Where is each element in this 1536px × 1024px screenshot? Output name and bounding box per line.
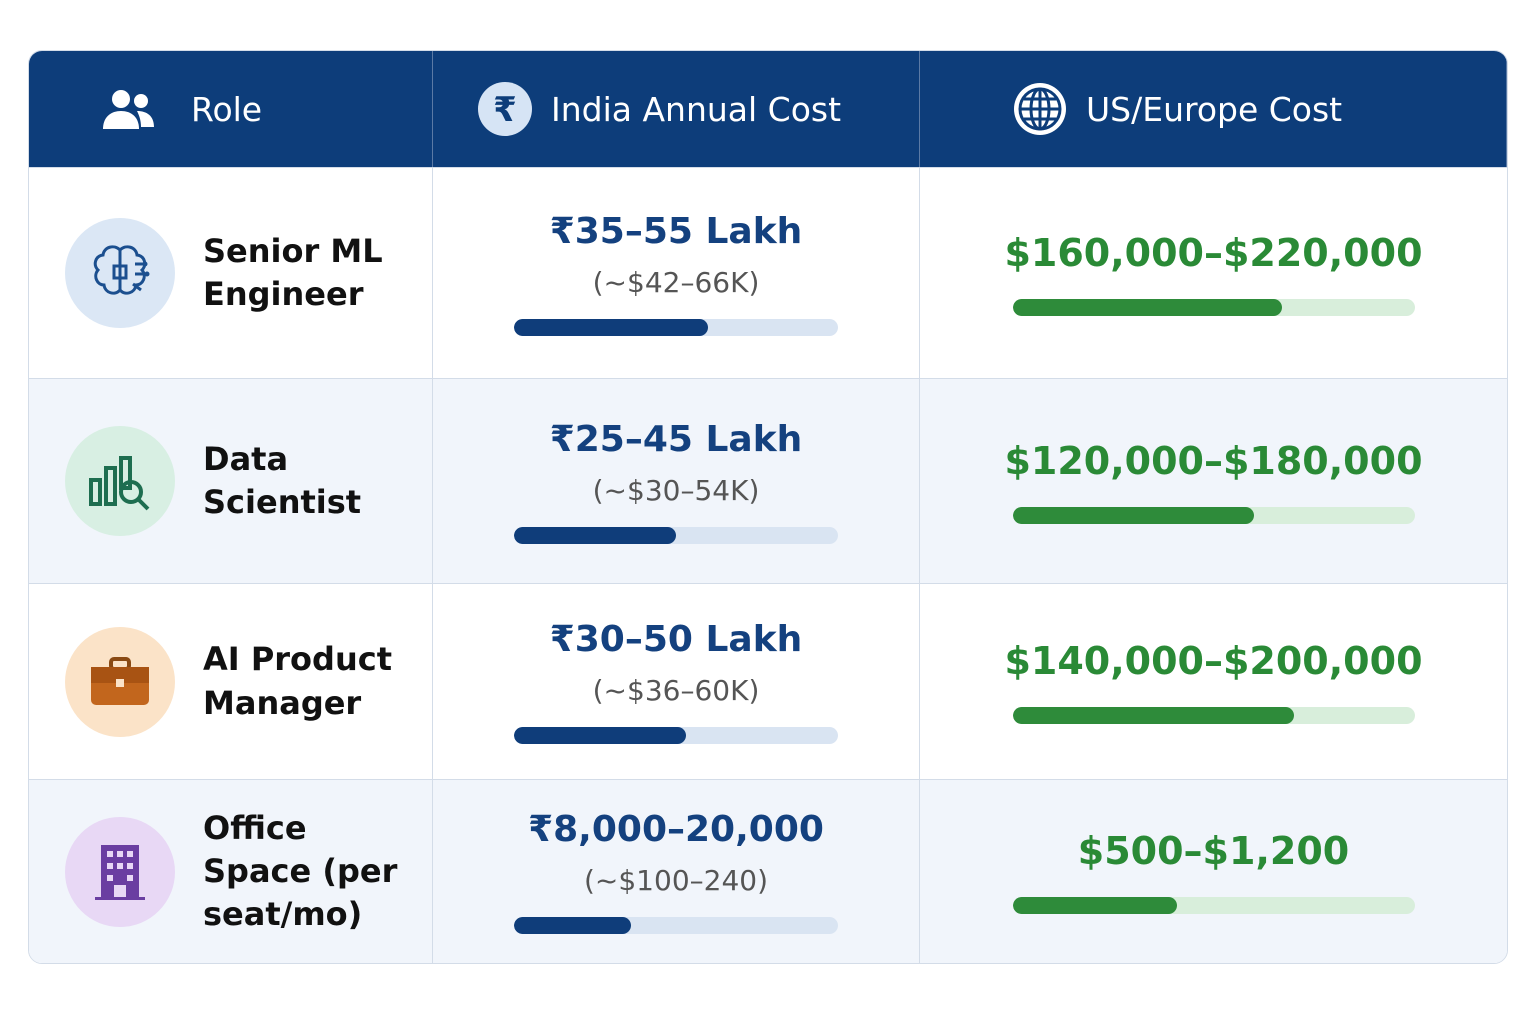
role-name: Senior ML Engineer (203, 231, 383, 313)
role-cell: Office Space (per seat/mo) (29, 779, 433, 963)
role-name: AI Product Manager (203, 640, 392, 722)
role-name: Office Space (per seat/mo) (203, 808, 398, 934)
us-cell: $500–$1,200 (920, 779, 1507, 963)
india-bar (514, 917, 631, 934)
us-cost: $140,000–$200,000 (1004, 639, 1423, 683)
svg-text:₹: ₹ (493, 90, 517, 130)
us-cell: $140,000–$200,000 (920, 583, 1507, 779)
us-bar-track (1012, 707, 1415, 724)
us-bar-track (1012, 506, 1415, 524)
india-usd: (~$42–66K) (592, 265, 760, 299)
us-cell: $160,000–$220,000 (920, 167, 1507, 378)
india-bar-track (514, 917, 838, 934)
us-cost: $120,000–$180,000 (1004, 438, 1423, 483)
rupee-icon: ₹ (478, 82, 532, 136)
globe-icon (1014, 83, 1066, 135)
india-cell: ₹25–45 Lakh (~$30–54K) (433, 378, 920, 583)
header-cell: Role (29, 51, 433, 167)
india-cost: ₹30–50 Lakh (549, 619, 803, 660)
india-cell: ₹30–50 Lakh (~$36–60K) (433, 583, 920, 779)
us-bar (1012, 707, 1294, 724)
people-icon (103, 90, 154, 129)
india-bar-track (514, 526, 838, 544)
india-cost: ₹35–55 Lakh (549, 210, 803, 252)
role-icon (65, 626, 175, 737)
india-usd: (~$30–54K) (592, 473, 760, 507)
role-name: Data Scientist (203, 439, 362, 521)
us-bar-track (1012, 298, 1415, 316)
role-cell: Data Scientist (29, 378, 433, 583)
us-cell: $120,000–$180,000 (920, 378, 1507, 583)
us-cost: $160,000–$220,000 (1004, 230, 1423, 275)
role-icon (65, 816, 175, 927)
header-label: India Annual Cost (551, 89, 842, 129)
india-cell: ₹35–55 Lakh (~$42–66K) (433, 167, 920, 378)
india-bar (514, 526, 676, 544)
india-usd: (~$100–240) (583, 864, 768, 897)
india-bar-track (514, 318, 838, 336)
role-cell: Senior ML Engineer (29, 167, 433, 378)
role-icon (65, 218, 175, 328)
india-cost: ₹25–45 Lakh (549, 418, 803, 460)
us-bar-track (1012, 897, 1415, 914)
header-cell: ₹ India Annual Cost (433, 51, 920, 167)
us-bar (1012, 298, 1282, 316)
india-cell: ₹8,000–20,000 (~$100–240) (433, 779, 920, 963)
india-usd: (~$36–60K) (592, 674, 760, 707)
role-icon (65, 426, 175, 536)
header-label: Role (191, 89, 263, 129)
header-cell: US/Europe Cost (920, 51, 1507, 167)
cost-table: Role ₹ India Annual Cost US/Europe Cost … (28, 50, 1508, 964)
us-bar (1012, 506, 1254, 524)
us-bar (1012, 897, 1178, 914)
header-label: US/Europe Cost (1086, 89, 1343, 129)
india-cost: ₹8,000–20,000 (528, 809, 824, 850)
role-cell: AI Product Manager (29, 583, 433, 779)
india-bar (514, 318, 709, 336)
india-bar-track (514, 727, 838, 744)
india-bar (514, 727, 686, 744)
us-cost: $500–$1,200 (1077, 829, 1350, 873)
